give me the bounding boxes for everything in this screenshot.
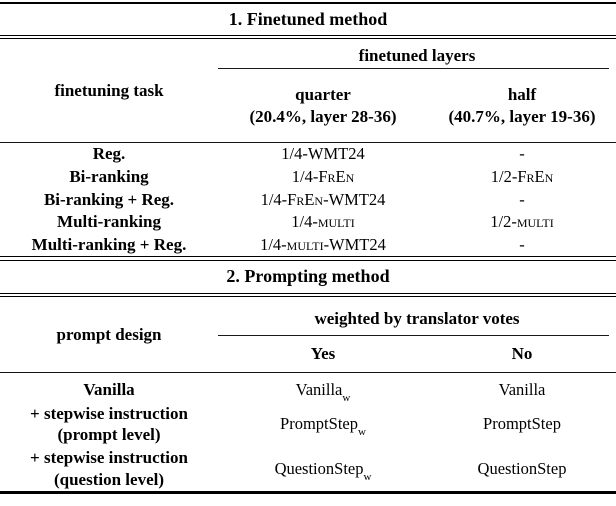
table-row: + stepwise instruction (question level) … bbox=[0, 446, 616, 491]
section2-rows: Vanilla Vanillaw Vanilla + stepwise inst… bbox=[0, 373, 616, 491]
section-separator bbox=[0, 256, 616, 261]
prompt-design-cell: Vanilla bbox=[0, 379, 218, 401]
task-cell: Multi-ranking bbox=[57, 212, 161, 232]
section2-subheaders: Yes No bbox=[218, 336, 616, 372]
prompt-design-cell: + stepwise instruction (prompt level) bbox=[0, 403, 218, 446]
weighted-yes-cell: PromptStepw bbox=[218, 414, 428, 438]
weighted-subscript: w bbox=[363, 470, 372, 483]
section1-title-divider bbox=[0, 35, 616, 40]
prompt-design-line1: Vanilla bbox=[83, 379, 135, 399]
half-column-header: half (40.7%, layer 19-36) bbox=[428, 69, 616, 142]
half-cell: - bbox=[519, 189, 525, 209]
weighted-yes-name: Vanilla bbox=[295, 379, 343, 399]
quarter-detail: (20.4%, layer 28-36) bbox=[249, 106, 397, 126]
weighted-yes-name: QuestionStep bbox=[274, 458, 364, 478]
half-cell: - bbox=[519, 144, 525, 164]
yes-column-header: Yes bbox=[310, 344, 336, 364]
half-detail: (40.7%, layer 19-36) bbox=[448, 106, 596, 126]
finetuning-task-header: finetuning task bbox=[54, 80, 164, 100]
bottom-rule bbox=[0, 491, 616, 495]
quarter-cell: 1/4-multi bbox=[291, 212, 355, 232]
quarter-cell: 1/4-FrEn bbox=[291, 166, 355, 186]
section1-rows: Reg. 1/4-WMT24 - Bi-ranking 1/4-FrEn 1/2… bbox=[0, 143, 616, 256]
weighted-subscript: w bbox=[342, 391, 351, 404]
task-cell: Reg. bbox=[92, 144, 126, 164]
quarter-label: quarter bbox=[295, 85, 351, 105]
half-cell: - bbox=[519, 234, 525, 254]
weighted-yes-cell: QuestionStepw bbox=[218, 458, 428, 483]
half-label: half bbox=[507, 85, 537, 105]
top-rule bbox=[0, 2, 616, 4]
section1-header: finetuning task finetuned layers quarter… bbox=[0, 39, 616, 142]
quarter-cell: 1/4-WMT24 bbox=[281, 144, 365, 164]
finetuned-layers-group: finetuned layers quarter (20.4%, layer 2… bbox=[218, 39, 616, 142]
section1-title: 1. Finetuned method bbox=[228, 9, 388, 29]
weighted-yes-name: PromptStep bbox=[280, 414, 358, 434]
section1-header-divider bbox=[0, 142, 616, 144]
half-cell: 1/2-FrEn bbox=[490, 166, 554, 186]
quarter-cell: 1/4-FrEn-WMT24 bbox=[260, 189, 386, 209]
quarter-cell: 1/4-multi-WMT24 bbox=[260, 234, 386, 254]
table-row: + stepwise instruction (prompt level) Pr… bbox=[0, 402, 616, 446]
prompt-design-header: prompt design bbox=[56, 324, 162, 344]
prompt-design-line2: (question level) bbox=[53, 469, 165, 489]
prompt-design-line1: + stepwise instruction bbox=[30, 403, 188, 423]
weighted-votes-header: weighted by translator votes bbox=[314, 309, 520, 329]
finetuned-layers-underline bbox=[218, 68, 609, 70]
task-cell: Bi-ranking + Reg. bbox=[43, 189, 175, 209]
section1-subheaders: quarter (20.4%, layer 28-36) half (40.7%… bbox=[218, 69, 616, 142]
weighted-no-cell: QuestionStep bbox=[477, 458, 567, 478]
section2-header-divider bbox=[0, 372, 616, 374]
finetuned-layers-header: finetuned layers bbox=[358, 45, 476, 65]
weighted-subscript: w bbox=[357, 426, 366, 439]
prompt-design-line1: + stepwise instruction bbox=[30, 448, 188, 468]
weighted-votes-underline bbox=[218, 335, 609, 337]
section2-title: 2. Prompting method bbox=[226, 266, 390, 287]
quarter-column-header: quarter (20.4%, layer 28-36) bbox=[218, 69, 428, 142]
half-cell: 1/2-multi bbox=[490, 212, 554, 232]
weighted-no-cell: PromptStep bbox=[483, 414, 561, 434]
weighted-yes-cell: Vanillaw bbox=[218, 379, 428, 404]
weighted-no-cell: Vanilla bbox=[498, 379, 546, 399]
prompt-design-cell: + stepwise instruction (question level) bbox=[0, 447, 218, 490]
section2-header: prompt design weighted by translator vot… bbox=[0, 297, 616, 372]
prompt-design-line2: (prompt level) bbox=[57, 425, 161, 445]
task-cell: Bi-ranking bbox=[69, 166, 149, 186]
section2-title-divider bbox=[0, 292, 616, 298]
task-cell: Multi-ranking + Reg. bbox=[31, 234, 187, 254]
weighted-group: weighted by translator votes Yes No bbox=[218, 297, 616, 372]
no-column-header: No bbox=[511, 344, 533, 364]
table-row: Vanilla Vanillaw Vanilla bbox=[0, 377, 616, 404]
